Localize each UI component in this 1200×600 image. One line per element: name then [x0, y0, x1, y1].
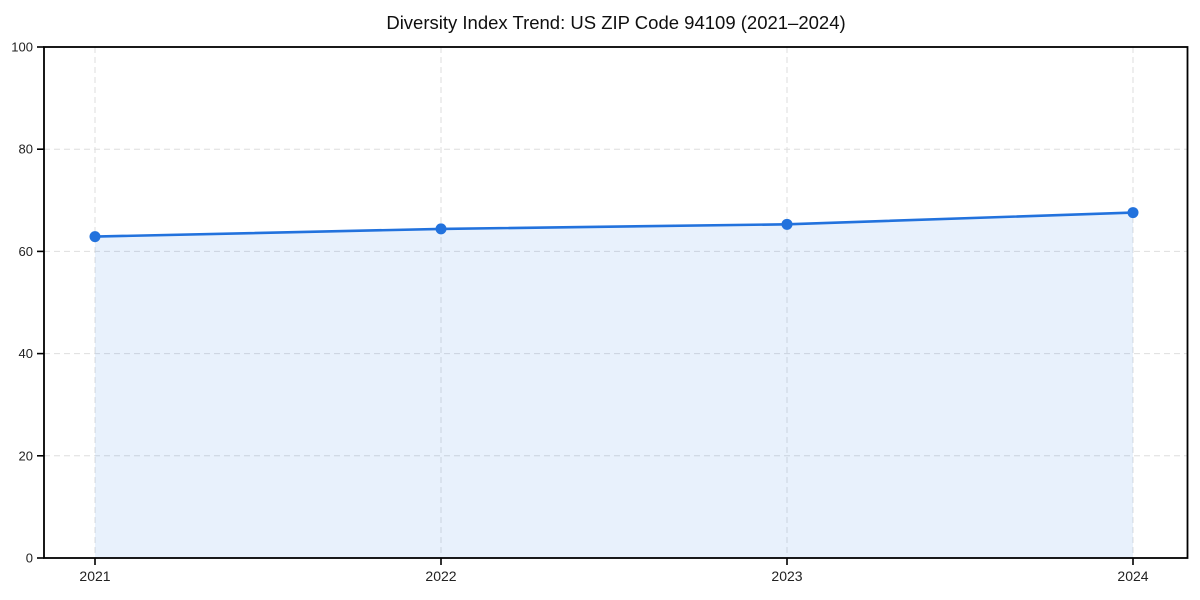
x-tick-label: 2022 — [425, 568, 456, 584]
y-axis-group: 0 20 40 60 80 100 — [11, 40, 44, 566]
data-point-marker — [781, 218, 793, 230]
y-tick-label: 100 — [11, 40, 33, 55]
chart-title: Diversity Index Trend: US ZIP Code 94109… — [386, 12, 846, 33]
x-axis-group: 2021 2022 2023 2024 — [79, 558, 1149, 584]
markers-group — [89, 207, 1139, 243]
area-fill — [95, 212, 1133, 558]
data-point-marker — [89, 231, 101, 243]
y-tick-label: 60 — [19, 244, 33, 259]
x-tick-label: 2021 — [79, 568, 110, 584]
y-tick-label: 20 — [19, 448, 33, 463]
gridlines-group — [44, 47, 1188, 558]
y-tick-label: 0 — [26, 551, 33, 566]
x-tick-label: 2023 — [771, 568, 802, 584]
data-point-marker — [435, 223, 447, 235]
y-tick-label: 40 — [19, 346, 33, 361]
data-point-marker — [1127, 207, 1139, 219]
trend-line — [93, 211, 1135, 238]
x-tick-label: 2024 — [1117, 568, 1148, 584]
y-tick-label: 80 — [19, 142, 33, 157]
plot-border — [43, 46, 1189, 559]
